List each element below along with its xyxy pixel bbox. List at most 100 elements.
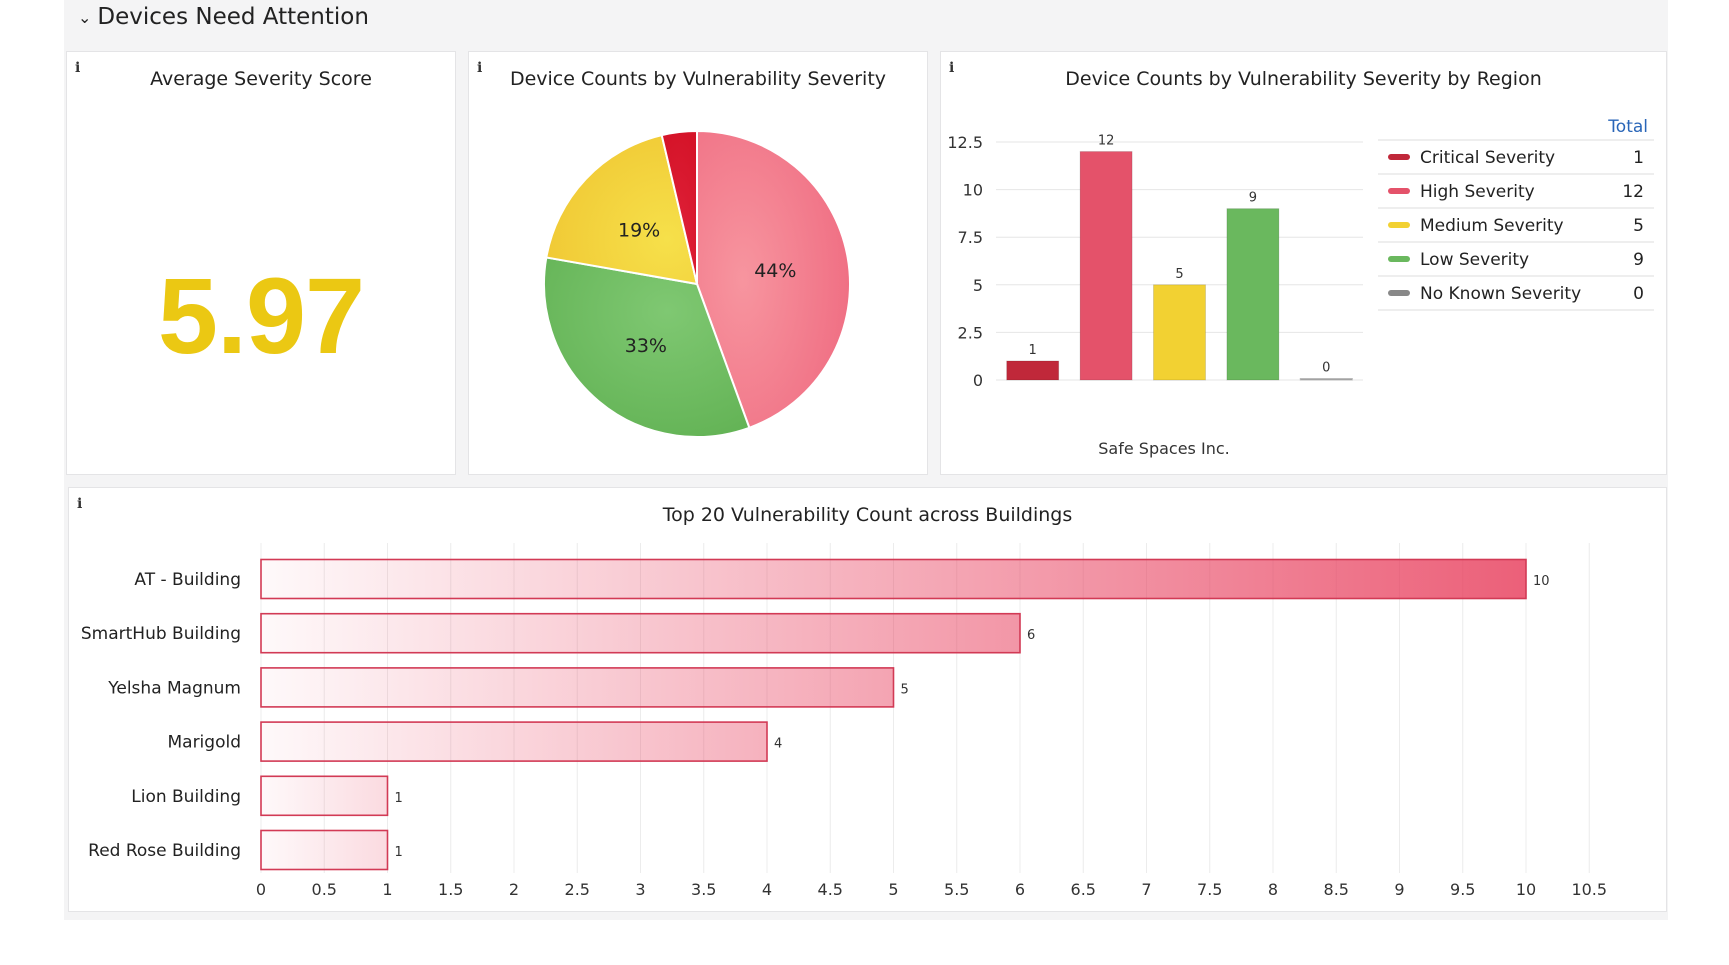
- legend-swatch-medium-severity: [1388, 222, 1410, 228]
- region-y-tick: 0: [973, 371, 983, 390]
- legend-swatch-low-severity: [1388, 256, 1410, 262]
- bld-bar-at-building[interactable]: [260, 558, 1527, 600]
- bld-x-tick: 9: [1394, 880, 1404, 899]
- bld-x-tick: 2.5: [565, 880, 590, 899]
- buildings-bar-chart: 0 0.5 1 1.5 2 2.5 3 3.5 4 4.5 5 5.5 6 6.5 7 7.5 8 8.5 9 9.5…: [81, 543, 1607, 899]
- bld-x-tick: 1: [382, 880, 392, 899]
- bld-x-tick: 8.5: [1324, 880, 1349, 899]
- legend-label-critical-severity[interactable]: Critical Severity: [1420, 148, 1555, 168]
- pie-label-medium-severity: 19%: [618, 219, 660, 241]
- bld-x-tick: 10: [1516, 880, 1536, 899]
- bld-value-label: 1: [395, 791, 403, 806]
- pie-slice-critical-severity[interactable]: [660, 129, 698, 285]
- bld-bar-lion-building[interactable]: [260, 775, 389, 817]
- legend-swatch-no-known-severity: [1388, 290, 1410, 296]
- legend-label-no-known-severity[interactable]: No Known Severity: [1420, 284, 1581, 304]
- bld-value-label: 1: [395, 845, 403, 860]
- severity-by-region-panel: i Device Counts by Vulnerability Severit…: [940, 51, 1667, 475]
- bld-x-tick: 10.5: [1571, 880, 1607, 899]
- panel-title: Average Severity Score: [150, 68, 372, 90]
- bld-bar-red-rose-building[interactable]: [260, 829, 389, 871]
- legend-total-header[interactable]: Total: [1607, 117, 1648, 137]
- bld-x-tick: 3.5: [691, 880, 716, 899]
- bld-bar-yelsha-magnum[interactable]: [260, 667, 895, 708]
- region-bar-label: 0: [1322, 361, 1330, 376]
- info-icon[interactable]: i: [949, 60, 955, 76]
- panel-title: Device Counts by Vulnerability Severity: [509, 68, 887, 90]
- region-bar-low-severity[interactable]: [1226, 208, 1280, 381]
- bld-category-label: AT - Building: [134, 570, 241, 590]
- legend-swatch-critical-severity: [1388, 154, 1410, 160]
- region-bar-critical-severity[interactable]: [1006, 360, 1060, 381]
- bld-category-label: Marigold: [167, 733, 241, 753]
- bld-x-tick: 7.5: [1197, 880, 1222, 899]
- legend-value: 0: [1633, 284, 1644, 304]
- region-y-tick: 2.5: [958, 323, 983, 342]
- average-severity-panel: i Average Severity Score 5.97: [66, 51, 456, 475]
- region-y-tick: 10: [963, 181, 983, 200]
- info-icon[interactable]: i: [77, 496, 83, 512]
- bld-x-tick: 3: [635, 880, 645, 899]
- region-bar-high-severity[interactable]: [1079, 151, 1133, 381]
- bld-x-tick: 7: [1141, 880, 1151, 899]
- region-bar-no-known-severity[interactable]: [1299, 378, 1353, 381]
- legend-label-medium-severity[interactable]: Medium Severity: [1420, 216, 1564, 236]
- bld-x-tick: 9.5: [1450, 880, 1475, 899]
- region-bar-label: 5: [1175, 267, 1183, 282]
- panel-title: Top 20 Vulnerability Count across Buildi…: [662, 504, 1073, 526]
- buildings-panel: i Top 20 Vulnerability Count across Buil…: [68, 487, 1667, 912]
- pie-label-high-severity: 44%: [754, 260, 796, 282]
- bld-value-label: 5: [901, 682, 909, 697]
- pie-slice-high-severity[interactable]: [696, 129, 851, 430]
- bld-category-label: Yelsha Magnum: [107, 678, 241, 698]
- bld-x-tick: 2: [509, 880, 519, 899]
- bld-x-tick: 1.5: [438, 880, 463, 899]
- bld-value-label: 4: [774, 737, 782, 752]
- panel-title: Device Counts by Vulnerability Severity …: [1065, 68, 1542, 90]
- pie-label-low-severity: 33%: [625, 335, 667, 357]
- bld-x-tick: 0: [256, 880, 266, 899]
- bld-x-tick: 8: [1268, 880, 1278, 899]
- region-bar-medium-severity[interactable]: [1153, 284, 1206, 381]
- region-bar-label: 1: [1029, 343, 1037, 358]
- bld-x-tick: 6: [1015, 880, 1025, 899]
- bld-value-label: 6: [1027, 628, 1035, 643]
- bld-x-tick: 0.5: [312, 880, 337, 899]
- info-icon[interactable]: i: [75, 60, 81, 76]
- bld-bar-smarthub-building[interactable]: [260, 612, 1021, 654]
- region-y-tick: 12.5: [947, 133, 983, 152]
- bld-x-tick: 5: [888, 880, 898, 899]
- info-icon[interactable]: i: [477, 60, 483, 76]
- bld-category-label: SmartHub Building: [81, 624, 241, 644]
- region-y-tick: 5: [973, 276, 983, 295]
- section-title: Devices Need Attention: [97, 4, 369, 30]
- bld-category-label: Red Rose Building: [88, 841, 241, 861]
- bld-bar-marigold[interactable]: [260, 721, 768, 762]
- severity-pie-panel: i Device Counts by Vulnerability Severit…: [468, 51, 928, 475]
- bld-value-label: 10: [1533, 574, 1550, 589]
- average-severity-value: 5.97: [157, 255, 365, 376]
- legend-label-low-severity[interactable]: Low Severity: [1420, 250, 1529, 270]
- severity-pie-chart: 44% 33% 19%: [543, 129, 851, 438]
- region-category-label: Safe Spaces Inc.: [1098, 439, 1229, 458]
- chevron-down-icon[interactable]: ⌄: [78, 8, 92, 27]
- region-y-tick: 7.5: [958, 228, 983, 247]
- bld-x-tick: 4: [762, 880, 772, 899]
- pie-slice-medium-severity[interactable]: [545, 133, 699, 286]
- region-bar-label: 12: [1098, 134, 1115, 149]
- legend-value: 1: [1633, 148, 1644, 168]
- devices-need-attention-section: ⌄ Devices Need Attention i Average Sever…: [64, 0, 1668, 920]
- legend-label-high-severity[interactable]: High Severity: [1420, 182, 1535, 202]
- region-bar-label: 9: [1249, 191, 1257, 206]
- legend-value: 5: [1633, 216, 1644, 236]
- bld-x-tick: 5.5: [944, 880, 969, 899]
- bld-category-label: Lion Building: [131, 787, 241, 807]
- section-header[interactable]: ⌄ Devices Need Attention: [78, 4, 369, 30]
- legend-value: 9: [1633, 250, 1644, 270]
- legend-swatch-high-severity: [1388, 188, 1410, 194]
- pie-slice-low-severity[interactable]: [543, 256, 751, 438]
- legend-value: 12: [1622, 182, 1644, 202]
- bld-x-tick: 4.5: [818, 880, 843, 899]
- bld-x-tick: 6.5: [1071, 880, 1096, 899]
